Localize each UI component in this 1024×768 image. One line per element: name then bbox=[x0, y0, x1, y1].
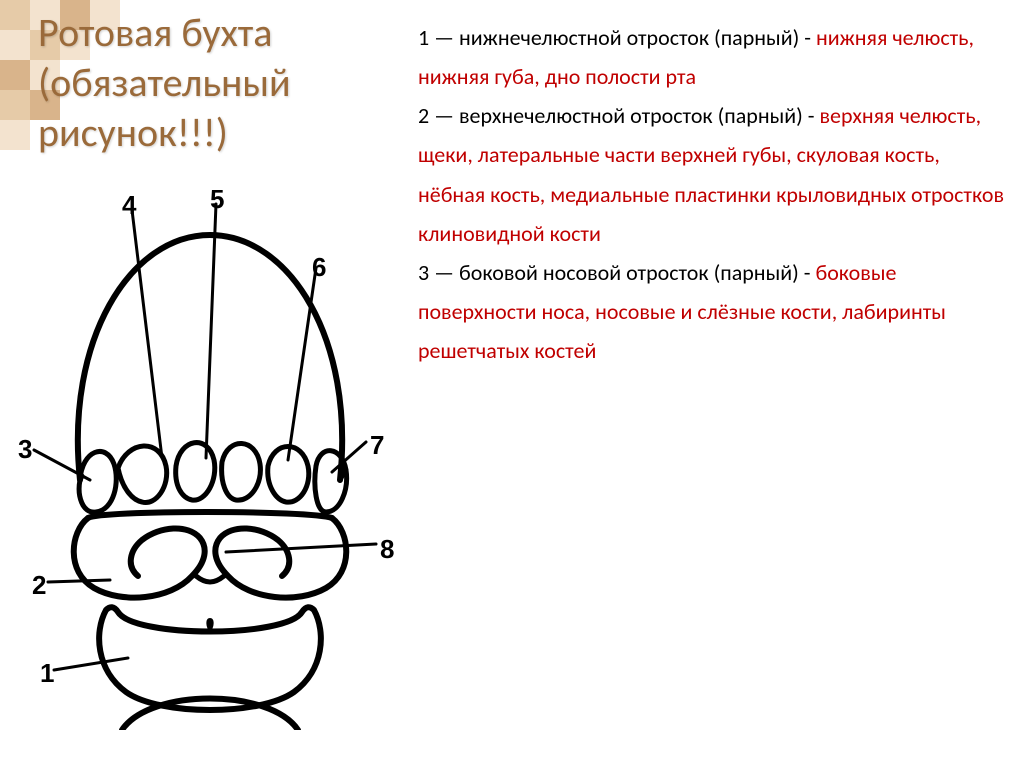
diagram-label-1: 1 bbox=[40, 658, 54, 689]
legend-block: 1 — нижнечелюстной отросток (парный) - н… bbox=[418, 18, 1008, 370]
title-line-3: рисунок!!!) bbox=[38, 108, 228, 157]
diagram-label-4: 4 bbox=[122, 190, 136, 221]
legend-1-label: 1 — нижнечелюстной отросток (парный) - bbox=[418, 24, 816, 51]
diagram-label-6: 6 bbox=[312, 252, 326, 283]
diagram-label-8: 8 bbox=[380, 534, 394, 565]
oral-bay-diagram: 1 2 3 4 5 6 7 8 bbox=[10, 180, 405, 730]
page-title: Ротовая бухта (обязательный рисунок!!!) bbox=[38, 8, 291, 158]
title-line-2: (обязательный bbox=[38, 58, 291, 107]
legend-3-label: 3 — боковой носовой отросток (парный) - bbox=[418, 259, 815, 286]
diagram-label-2: 2 bbox=[32, 570, 46, 601]
legend-2-label: 2 — верхнечелюстной отросток (парный) - bbox=[418, 102, 819, 129]
diagram-label-5: 5 bbox=[210, 184, 224, 215]
diagram-label-7: 7 bbox=[370, 430, 384, 461]
title-line-1: Ротовая бухта bbox=[38, 8, 272, 57]
diagram-label-3: 3 bbox=[18, 434, 32, 465]
